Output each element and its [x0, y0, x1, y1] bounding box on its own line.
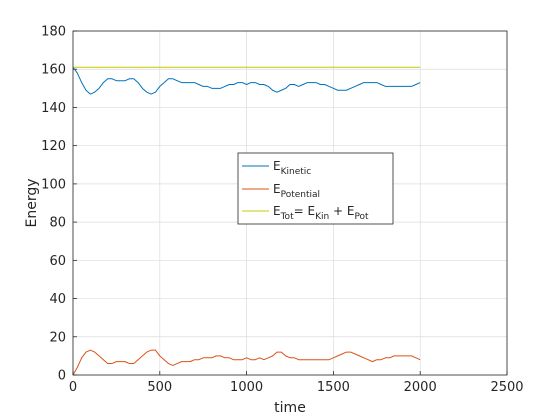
kinetic-energy-line: [72, 67, 421, 95]
y-tick-label: 160: [41, 63, 66, 78]
y-tick-label: 60: [49, 254, 66, 269]
y-tick-label: 180: [41, 25, 66, 40]
y-tick-label: 40: [49, 292, 66, 307]
legend-subscript: Kin: [315, 212, 329, 222]
legend-text-part: E: [273, 159, 281, 173]
y-tick-label: 80: [49, 216, 66, 231]
y-tick-label: 140: [41, 101, 66, 116]
legend-text-part: E: [273, 182, 281, 196]
y-tick-label: 100: [41, 177, 66, 192]
y-tick-label: 20: [49, 330, 66, 345]
y-tick-label: 0: [58, 369, 66, 384]
potential-energy-line: [72, 349, 421, 376]
legend-text-part: + E: [329, 204, 354, 218]
x-tick-label: 2500: [490, 380, 523, 395]
legend-entry-kinetic-label: EKinetic: [273, 159, 311, 177]
x-tick-labels: 0 500 1000 1500 2000 2500: [69, 380, 524, 395]
legend-subscript: Potential: [281, 190, 320, 200]
legend-entry-potential-label: EPotential: [273, 182, 320, 200]
legend-text-part: = E: [294, 204, 315, 218]
y-tick-label: 120: [41, 139, 66, 154]
x-tick-label: 1500: [317, 380, 350, 395]
y-axis-label: Energy: [24, 178, 40, 227]
x-tick-label: 1000: [230, 380, 263, 395]
legend-subscript: Tot: [280, 212, 294, 222]
y-tick-labels: 0 20 40 60 80 100 120 140 160 180: [41, 25, 66, 384]
legend-text-part: E: [273, 204, 281, 218]
legend-subscript: Kinetic: [281, 167, 312, 177]
legend-entry-total-label: ETot= EKin + EPot: [273, 204, 369, 222]
axes-box: [72, 30, 508, 376]
x-tick-label: 0: [69, 380, 77, 395]
x-tick-label: 2000: [404, 380, 437, 395]
series-lines: [72, 66, 421, 376]
x-tick-label: 500: [147, 380, 172, 395]
x-axis-label: time: [274, 400, 306, 416]
legend-subscript: Pot: [354, 212, 369, 222]
